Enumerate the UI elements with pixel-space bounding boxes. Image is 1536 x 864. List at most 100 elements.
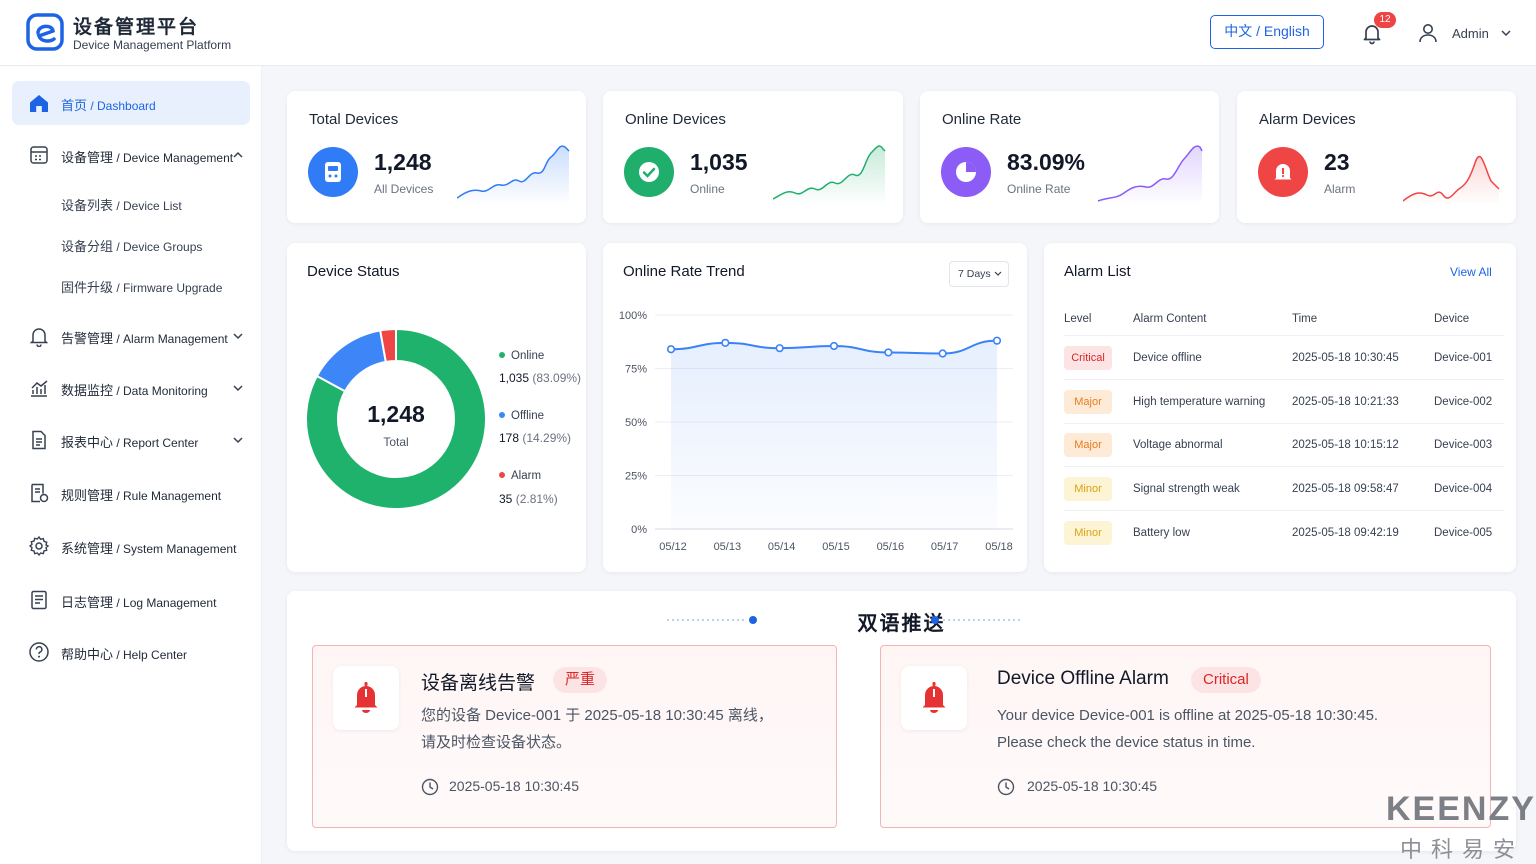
x-tick-label: 05/18: [985, 541, 1013, 553]
table-cell: Voltage abnormal: [1133, 439, 1223, 451]
push-timestamp: 2025-05-18 10:30:45: [1027, 778, 1157, 794]
sidebar: 首页 / Dashboard 设备管理 / Device Management …: [0, 66, 262, 864]
sidebar-item-label: 数据监控 / Data Monitoring: [61, 383, 208, 398]
notification-badge: 12: [1374, 12, 1396, 28]
sidebar-item-label: 系统管理 / System Management: [61, 541, 237, 556]
stat-card-online-devices: Online Devices 1,035 Online: [603, 91, 903, 223]
divider: [1064, 423, 1504, 424]
time-range-select[interactable]: 7 Days: [949, 261, 1009, 287]
table-cell: Device-005: [1434, 527, 1493, 539]
trend-point: [775, 344, 784, 353]
donut-chart: [306, 327, 487, 510]
donut-segment-offline: [315, 329, 387, 393]
trend-point: [721, 338, 730, 347]
legend-dot: [499, 352, 505, 358]
stat-subtitle: Alarm: [1324, 182, 1356, 196]
stat-title: Online Devices: [625, 111, 726, 128]
stat-card-online-rate: Online Rate 83.09% Online Rate: [920, 91, 1219, 223]
y-tick-label: 25%: [625, 471, 647, 483]
legend-alarm: Alarm: [499, 470, 541, 482]
title-decoration-right: [931, 616, 1021, 624]
x-tick-label: 05/13: [714, 541, 742, 553]
table-cell: 2025-05-18 09:58:47: [1292, 483, 1399, 495]
stat-icon-circle: [308, 147, 358, 197]
donut-segment-alarm: [379, 327, 397, 364]
sidebar-item-device-management[interactable]: 设备管理 / Device Management: [12, 133, 250, 177]
chevron-down-icon[interactable]: [232, 435, 244, 445]
view-all-link[interactable]: View All: [1450, 265, 1492, 279]
push-card-english[interactable]: Device Offline Alarm Critical Your devic…: [880, 645, 1491, 828]
sidebar-item-system-management[interactable]: 系统管理 / System Management: [12, 524, 250, 568]
severity-tag: 严重: [553, 667, 608, 693]
y-tick-label: 75%: [625, 364, 647, 376]
watermark-logo: KEENZY: [1386, 790, 1536, 828]
divider: [1064, 379, 1504, 380]
chevron-up-icon[interactable]: [232, 150, 244, 160]
table-cell: Device-003: [1434, 439, 1493, 451]
language-switch-button[interactable]: 中文 / English: [1210, 15, 1324, 49]
panel-title: Online Rate Trend: [623, 263, 745, 280]
column-header: Time: [1292, 313, 1318, 325]
trend-area: [671, 340, 997, 529]
user-name[interactable]: Admin: [1452, 26, 1489, 41]
stat-value: 83.09%: [1007, 149, 1086, 175]
chevron-down-icon[interactable]: [232, 331, 244, 341]
sidebar-item-help-center[interactable]: 帮助中心 / Help Center: [12, 630, 250, 674]
stat-title: Online Rate: [942, 111, 1022, 128]
help-icon: [29, 642, 49, 662]
sidebar-item-alarm-management[interactable]: 告警管理 / Alarm Management: [12, 314, 250, 358]
sidebar-item-report-center[interactable]: 报表中心 / Report Center: [12, 418, 250, 462]
table-cell: Device-004: [1434, 483, 1493, 495]
sidebar-item-label: 日志管理 / Log Management: [61, 595, 217, 610]
bilingual-push-panel: 双语推送 设备离线告警 严重 您的设备 Device-001 于 2025-05…: [287, 591, 1516, 851]
sidebar-item-label: 帮助中心 / Help Center: [61, 647, 188, 662]
notification-bell-icon[interactable]: [1360, 21, 1384, 45]
x-tick-label: 05/15: [822, 541, 850, 553]
table-cell: 2025-05-18 09:42:19: [1292, 527, 1399, 539]
alarm-bell-icon: [922, 682, 946, 713]
level-badge-minor: Minor: [1064, 477, 1112, 501]
stat-icon-circle: [941, 147, 991, 197]
x-tick-label: 05/16: [877, 541, 905, 553]
table-cell: 2025-05-18 10:21:33: [1292, 396, 1399, 408]
top-header: 设备管理平台 Device Management Platform 中文 / E…: [0, 0, 1536, 66]
legend-offline-value: 178 (14.29%): [499, 431, 572, 445]
user-avatar-icon[interactable]: [1417, 22, 1439, 44]
table-cell: 2025-05-18 10:15:12: [1292, 439, 1399, 451]
push-heading: Device Offline Alarm: [997, 668, 1169, 689]
sidebar-item-label: 规则管理 / Rule Management: [61, 488, 222, 503]
bell-icon: [29, 328, 49, 347]
sidebar-subitem-firmware-upgrade[interactable]: 固件升级 / Firmware Upgrade: [61, 280, 223, 295]
stat-icon-circle: [1258, 147, 1308, 197]
sidebar-item-dashboard[interactable]: 首页 / Dashboard: [12, 81, 250, 125]
device-status-panel: Device Status 1,248 Total Online 1,035 (…: [287, 243, 586, 572]
trend-point: [938, 349, 947, 358]
sparkline: [1403, 155, 1500, 205]
sidebar-subitem-device-groups[interactable]: 设备分组 / Device Groups: [61, 239, 203, 254]
sidebar-item-log-management[interactable]: 日志管理 / Log Management: [12, 578, 250, 622]
y-tick-label: 50%: [625, 417, 647, 429]
donut-segment-online: [306, 327, 487, 510]
panel-title: Alarm List: [1064, 263, 1131, 280]
sidebar-item-label: 报表中心 / Report Center: [61, 435, 199, 450]
legend-dot: [499, 472, 505, 478]
brand-subtitle: Device Management Platform: [73, 38, 232, 52]
stat-subtitle: Online: [690, 182, 725, 196]
push-message: 您的设备 Device-001 于 2025-05-18 10:30:45 离线…: [421, 707, 773, 751]
donut-center-value: 1,248: [367, 401, 425, 427]
push-card-chinese[interactable]: 设备离线告警 严重 您的设备 Device-001 于 2025-05-18 1…: [312, 645, 837, 828]
chevron-down-icon[interactable]: [1500, 28, 1512, 38]
sidebar-subitem-device-list[interactable]: 设备列表 / Device List: [61, 198, 182, 213]
alarm-icon-box: [333, 666, 399, 730]
push-message: Your device Device-001 is offline at 202…: [997, 707, 1379, 751]
push-timestamp: 2025-05-18 10:30:45: [449, 778, 579, 794]
push-title: 双语推送: [857, 613, 946, 635]
sparkline: [457, 145, 570, 205]
sidebar-item-data-monitoring[interactable]: 数据监控 / Data Monitoring: [12, 366, 250, 410]
stat-subtitle: Online Rate: [1007, 182, 1071, 196]
chevron-down-icon[interactable]: [232, 383, 244, 393]
trend-line-chart: 100% 75% 50% 25% 0% 05/12 05/13 05/14 05/15 05/16…: [619, 310, 1013, 553]
sidebar-item-rule-management[interactable]: 规则管理 / Rule Management: [12, 471, 250, 515]
table-cell: Signal strength weak: [1133, 483, 1240, 495]
table-cell: Device-001: [1434, 352, 1493, 364]
